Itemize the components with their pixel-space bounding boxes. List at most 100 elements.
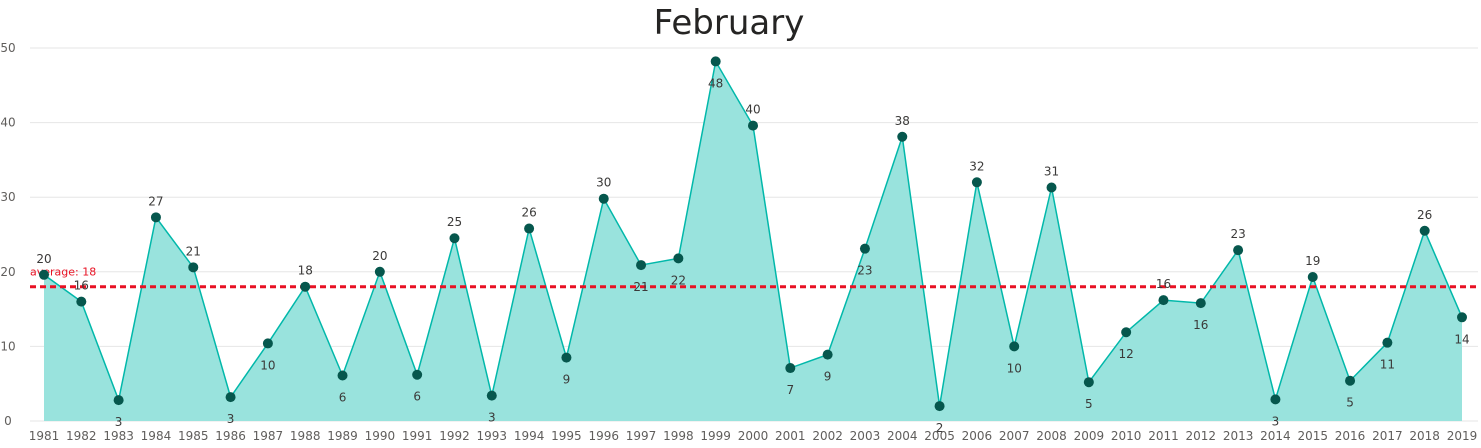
data-label-2016: 5	[1346, 396, 1354, 410]
x-tick-label-2006: 2006	[962, 429, 993, 443]
x-tick-label-1981: 1981	[29, 429, 60, 443]
x-tick-label-2019: 2019	[1447, 429, 1478, 443]
data-label-2000: 40	[745, 103, 760, 117]
data-label-1994: 26	[521, 206, 536, 220]
data-label-2007: 10	[1007, 361, 1022, 375]
y-axis: 0 10 20 30 40 50	[0, 41, 15, 428]
x-tick-label-1984: 1984	[141, 429, 172, 443]
x-tick-label-1985: 1985	[178, 429, 209, 443]
x-tick-label-2001: 2001	[775, 429, 806, 443]
data-label-2017: 11	[1380, 358, 1395, 372]
data-point-2018	[1419, 225, 1430, 236]
data-label-1999: 48	[708, 76, 723, 90]
data-point-1981	[39, 269, 49, 280]
data-point-2000	[748, 120, 758, 131]
x-tick-label-1983: 1983	[103, 429, 134, 443]
data-label-1997: 21	[633, 280, 648, 294]
data-label-1983: 3	[115, 415, 123, 429]
x-tick-label-1997: 1997	[626, 429, 657, 443]
data-label-2010: 12	[1119, 347, 1134, 361]
x-tick-label-1994: 1994	[514, 429, 545, 443]
data-point-1987	[262, 338, 273, 349]
y-tick-label: 20	[0, 265, 15, 279]
data-label-1990: 20	[372, 249, 387, 263]
data-point-1991	[412, 369, 423, 380]
data-point-1982	[76, 296, 87, 307]
chart-title: February	[654, 3, 805, 43]
x-tick-label-2012: 2012	[1186, 429, 1217, 443]
data-point-2014	[1270, 394, 1281, 405]
x-tick-label-2013: 2013	[1223, 429, 1254, 443]
x-tick-label-1992: 1992	[439, 429, 470, 443]
data-point-1990	[374, 266, 385, 277]
x-tick-label-2017: 2017	[1372, 429, 1403, 443]
x-tick-label-2010: 2010	[1111, 429, 1142, 443]
data-point-1985	[188, 262, 199, 273]
data-label-1984: 27	[148, 194, 163, 208]
y-tick-label: 40	[0, 116, 15, 130]
data-label-2019: 14	[1454, 332, 1469, 346]
y-tick-label: 10	[0, 339, 15, 353]
data-label-1987: 10	[260, 358, 275, 372]
data-label-1996: 30	[596, 176, 611, 190]
data-label-2003: 23	[857, 264, 872, 278]
data-point-2002	[822, 349, 833, 360]
data-label-1998: 22	[671, 273, 686, 287]
data-point-2011	[1158, 295, 1169, 306]
area-fill	[44, 61, 1462, 421]
data-point-2017	[1382, 337, 1393, 348]
data-label-1986: 3	[227, 412, 235, 426]
data-label-1981: 20	[36, 252, 51, 266]
data-label-2014: 3	[1272, 414, 1280, 428]
data-point-2003	[859, 243, 870, 254]
data-label-1989: 6	[339, 390, 347, 404]
x-axis: 1981 1982 1983 1984 1985 1986 1987 1988 1989 1990…	[29, 429, 1478, 443]
data-point-1997	[636, 260, 647, 271]
data-point-1989	[337, 370, 348, 381]
data-point-1988	[300, 281, 311, 292]
data-point-1986	[225, 392, 236, 403]
x-tick-label-1996: 1996	[588, 429, 619, 443]
data-point-2010	[1121, 327, 1132, 338]
x-tick-label-2002: 2002	[812, 429, 843, 443]
data-point-2001	[785, 363, 796, 374]
data-label-1992: 25	[447, 215, 462, 229]
data-point-1996	[598, 193, 609, 204]
x-tick-label-2015: 2015	[1297, 429, 1328, 443]
x-tick-label-2004: 2004	[887, 429, 918, 443]
data-label-2004: 38	[895, 114, 910, 128]
x-tick-label-1988: 1988	[290, 429, 321, 443]
data-point-2008	[1046, 182, 1057, 193]
data-point-1998	[673, 253, 684, 264]
data-point-2006	[971, 177, 982, 188]
x-tick-label-1990: 1990	[365, 429, 396, 443]
data-point-1983	[113, 395, 124, 406]
data-label-2008: 31	[1044, 165, 1059, 179]
data-label-1988: 18	[298, 264, 313, 278]
x-tick-label-2009: 2009	[1074, 429, 1105, 443]
x-tick-label-2005: 2005	[924, 429, 955, 443]
data-label-2006: 32	[969, 159, 984, 173]
x-tick-label-1999: 1999	[700, 429, 731, 443]
data-label-2001: 7	[786, 383, 794, 397]
data-point-1994	[524, 223, 535, 234]
x-tick-label-2018: 2018	[1409, 429, 1440, 443]
y-tick-label: 0	[4, 414, 12, 428]
data-point-1999	[710, 56, 721, 67]
x-tick-label-2011: 2011	[1148, 429, 1179, 443]
data-label-2002: 9	[824, 370, 832, 384]
data-label-2009: 5	[1085, 397, 1093, 411]
data-label-2011: 16	[1156, 277, 1171, 291]
x-tick-label-1998: 1998	[663, 429, 694, 443]
data-point-2016	[1345, 375, 1356, 386]
data-label-2005: 2	[936, 421, 944, 435]
data-point-2005	[934, 401, 945, 412]
y-tick-label: 30	[0, 190, 15, 204]
data-label-1991: 6	[413, 390, 421, 404]
data-point-2007	[1009, 341, 1020, 352]
x-tick-label-2000: 2000	[738, 429, 769, 443]
data-point-1993	[486, 390, 497, 401]
data-label-1985: 21	[186, 244, 201, 258]
data-label-1993: 3	[488, 411, 496, 425]
